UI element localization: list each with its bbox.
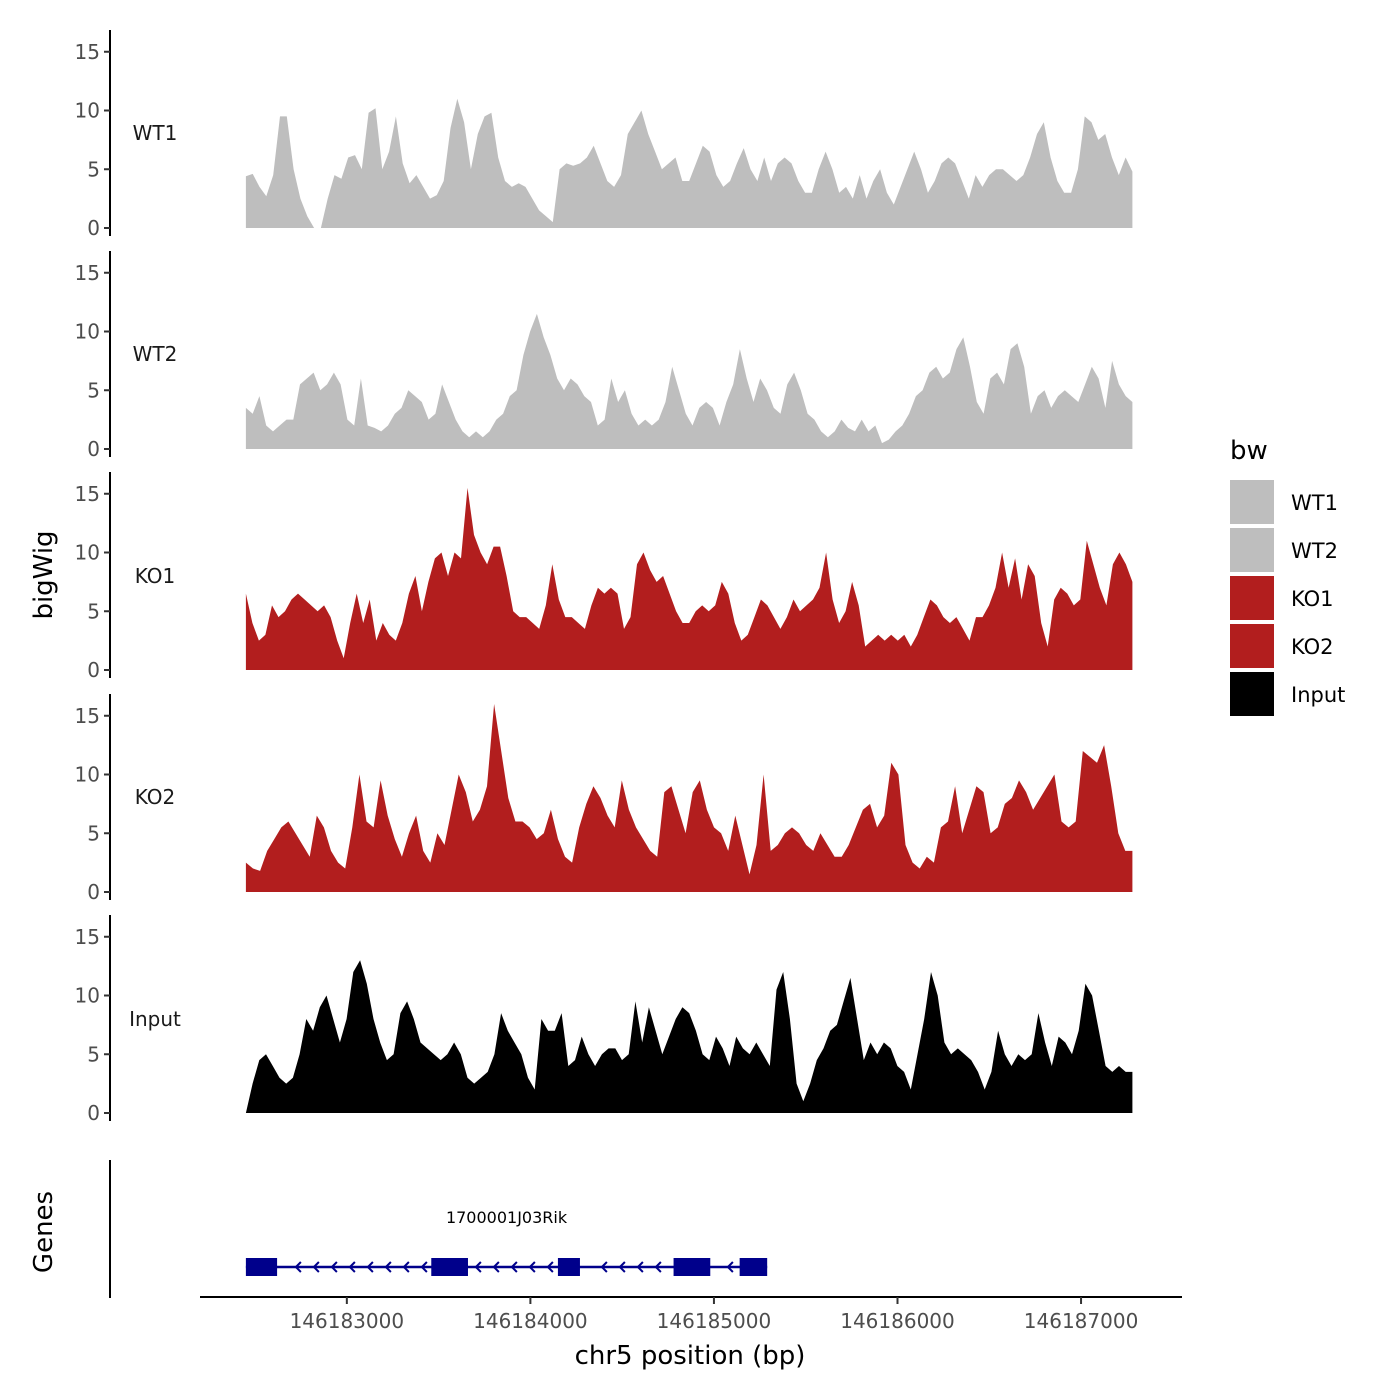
legend: bw WT1 WT2 KO1 KO2 Input [1230, 436, 1345, 716]
area-series-ko1 [245, 487, 1133, 670]
legend-swatch-input [1230, 672, 1274, 716]
strand-arrow [312, 1261, 320, 1273]
strand-arrow [330, 1261, 338, 1273]
legend-swatch-ko2 [1230, 624, 1274, 668]
x-tick-label: 146183000 [290, 1309, 405, 1333]
y-tick-label: 10 [75, 984, 100, 1008]
strand-arrow [294, 1261, 302, 1273]
y-tick-label: 15 [75, 482, 100, 506]
y-tick-label: 15 [75, 261, 100, 285]
track-wt2: 0 5 10 15 WT2 [75, 251, 1133, 461]
y-tick-label: 10 [75, 763, 100, 787]
y-tick-label: 5 [87, 599, 100, 623]
y-tick-label: 15 [75, 925, 100, 949]
y-tick-label: 0 [87, 1101, 100, 1125]
legend-label-wt2: WT2 [1291, 539, 1338, 563]
strand-arrow [384, 1261, 392, 1273]
strand-arrow [636, 1261, 644, 1273]
y-tick-label: 5 [87, 821, 100, 845]
legend-label-input: Input [1291, 683, 1345, 707]
track-ko2: 0 5 10 15 KO2 [75, 694, 1133, 904]
gene-exon [739, 1258, 768, 1276]
strand-arrow [402, 1261, 410, 1273]
gene-name-label: 1700001J03Rik [446, 1208, 568, 1227]
genes-panel-title: Genes [29, 1191, 59, 1273]
y-tick-label: 10 [75, 99, 100, 123]
gene-exon [673, 1258, 711, 1276]
track-label: WT2 [133, 342, 178, 366]
strand-arrow [654, 1261, 662, 1273]
y-tick-label: 5 [87, 157, 100, 181]
legend-label-wt1: WT1 [1291, 491, 1338, 515]
x-axis: 146183000 146184000 146185000 146186000 1461… [200, 1296, 1182, 1333]
x-tick-label: 146186000 [840, 1309, 955, 1333]
track-ko1: 0 5 10 15 KO1 [75, 472, 1133, 682]
x-tick-label: 146184000 [473, 1309, 588, 1333]
strand-arrow [546, 1261, 554, 1273]
track-label: Input [129, 1007, 181, 1031]
strand-arrow [618, 1261, 626, 1273]
strand-arrow [348, 1261, 356, 1273]
strand-arrow [420, 1261, 428, 1273]
strand-arrow [726, 1261, 734, 1273]
y-tick-label: 15 [75, 40, 100, 64]
strand-arrow [600, 1261, 608, 1273]
y-tick-label: 0 [87, 658, 100, 682]
y-tick-label: 0 [87, 880, 100, 904]
y-tick-label: 5 [87, 1042, 100, 1066]
area-series-wt1 [245, 98, 1133, 228]
legend-swatch-wt2 [1230, 528, 1274, 572]
y-axis-title: bigWig [29, 530, 59, 619]
legend-label-ko2: KO2 [1291, 635, 1334, 659]
track-label: KO1 [135, 564, 176, 588]
y-tick-label: 5 [87, 378, 100, 402]
gene-exon [245, 1258, 278, 1276]
strand-arrow [492, 1261, 500, 1273]
area-series-ko2 [245, 704, 1133, 892]
area-series-input [245, 960, 1133, 1113]
legend-swatch-ko1 [1230, 576, 1274, 620]
x-tick-label: 146187000 [1024, 1309, 1139, 1333]
strand-arrow [474, 1261, 482, 1273]
strand-arrow [528, 1261, 536, 1273]
tracks-layer: 0 5 10 15 WT1 0 5 10 15 WT2 0 5 10 15 KO1 0 5 10 15 KO2 0 5 10… [75, 30, 1133, 1125]
gene-panel: 1700001J03Rik [109, 1160, 768, 1298]
gene-exon [557, 1258, 580, 1276]
legend-label-ko1: KO1 [1291, 587, 1334, 611]
area-series-wt2 [245, 313, 1133, 449]
legend-swatch-wt1 [1230, 480, 1274, 524]
y-tick-label: 0 [87, 216, 100, 240]
track-label: KO2 [135, 785, 176, 809]
track-wt1: 0 5 10 15 WT1 [75, 30, 1133, 240]
track-label: WT1 [133, 121, 178, 145]
strand-arrow [510, 1261, 518, 1273]
strand-arrow [366, 1261, 374, 1273]
legend-title: bw [1230, 436, 1268, 466]
y-tick-label: 10 [75, 541, 100, 565]
y-tick-label: 0 [87, 437, 100, 461]
x-tick-label: 146185000 [657, 1309, 772, 1333]
gene-exon [431, 1258, 468, 1276]
gene-model: 1700001J03Rik [245, 1208, 768, 1276]
x-axis-title: chr5 position (bp) [575, 1341, 806, 1371]
y-tick-label: 15 [75, 704, 100, 728]
track-input: 0 5 10 15 Input [75, 915, 1133, 1125]
y-tick-label: 10 [75, 320, 100, 344]
